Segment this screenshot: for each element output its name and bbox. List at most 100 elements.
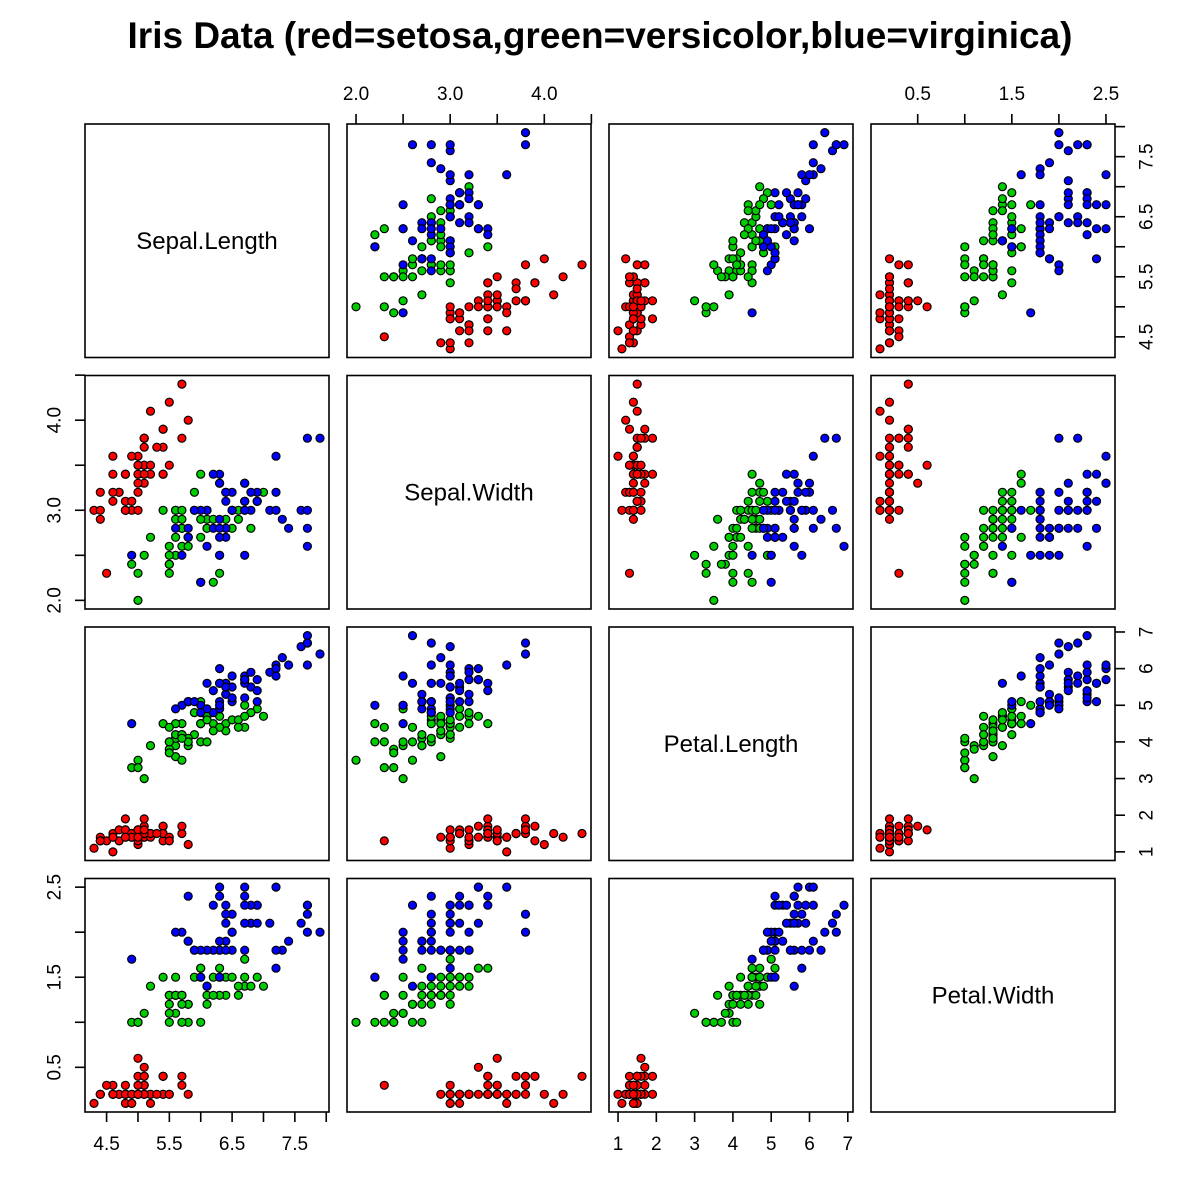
data-point: [1007, 242, 1017, 252]
data-point: [1091, 224, 1102, 234]
data-point: [978, 523, 989, 533]
data-point: [202, 737, 212, 747]
data-point: [221, 918, 231, 928]
data-point: [95, 505, 105, 515]
data-point: [797, 170, 807, 180]
data-point: [233, 514, 243, 524]
top-tick-label: 0.5: [904, 84, 930, 105]
data-point: [1026, 550, 1036, 560]
data-point: [712, 990, 723, 1000]
data-point: [709, 1017, 719, 1027]
data-point: [302, 927, 312, 937]
data-point: [139, 773, 149, 784]
data-point: [227, 671, 237, 681]
data-point: [417, 1017, 427, 1027]
data-point: [1054, 704, 1064, 714]
data-point: [445, 140, 455, 150]
data-point: [502, 326, 512, 336]
data-point: [558, 272, 568, 282]
data-point: [997, 740, 1008, 751]
data-point: [1073, 218, 1083, 228]
data-point: [455, 711, 465, 721]
data-point: [133, 1089, 143, 1099]
data-point: [1054, 433, 1064, 443]
data-point: [1007, 266, 1017, 276]
data-point: [252, 674, 262, 685]
data-point: [511, 284, 521, 294]
data-point: [831, 523, 841, 533]
data-point: [473, 1062, 483, 1072]
data-point: [762, 266, 773, 276]
data-point: [417, 963, 427, 973]
data-point: [398, 737, 408, 747]
data-point: [370, 700, 380, 710]
data-point: [988, 260, 998, 270]
data-point: [1026, 700, 1036, 710]
data-point: [1054, 487, 1064, 497]
data-point: [379, 272, 389, 282]
data-point: [455, 1098, 465, 1109]
data-point: [407, 140, 418, 150]
left-tick-label: 1.5: [45, 964, 66, 990]
data-point: [1063, 478, 1073, 488]
data-point: [464, 927, 474, 937]
data-point: [884, 302, 895, 312]
data-point: [875, 290, 885, 300]
data-point: [735, 532, 746, 542]
data-point: [252, 496, 262, 506]
data-point: [127, 496, 137, 506]
left-tick-label: 2.0: [45, 587, 66, 613]
data-point: [728, 568, 738, 578]
data-point: [894, 433, 904, 443]
data-point: [770, 496, 780, 506]
data-point: [720, 1008, 730, 1018]
data-point: [246, 487, 256, 497]
data-point: [969, 296, 979, 306]
data-point: [520, 1089, 531, 1099]
data-point: [520, 927, 531, 937]
data-point: [464, 900, 474, 910]
data-point: [1016, 671, 1026, 681]
data-point: [801, 900, 811, 910]
data-point: [808, 882, 818, 892]
data-point: [770, 972, 780, 982]
data-point: [426, 918, 436, 928]
data-point: [196, 514, 206, 524]
bottom-tick-label: 7.5: [282, 1134, 308, 1155]
data-point: [789, 891, 799, 901]
data-point: [145, 1098, 156, 1109]
data-point: [640, 260, 650, 270]
data-point: [747, 954, 757, 964]
data-point: [820, 927, 830, 937]
data-point: [758, 945, 769, 955]
data-point: [743, 999, 753, 1009]
data-point: [884, 496, 895, 506]
data-point: [797, 505, 807, 515]
data-point: [789, 909, 799, 919]
data-point: [1044, 158, 1055, 168]
data-point: [1082, 630, 1092, 641]
data-point: [520, 140, 531, 150]
data-point: [177, 505, 187, 515]
data-point: [960, 559, 970, 569]
data-point: [221, 909, 231, 919]
data-point: [632, 284, 642, 294]
data-point: [1007, 188, 1017, 198]
data-point: [827, 505, 838, 515]
data-point: [558, 1089, 568, 1099]
data-point: [1054, 638, 1064, 648]
data-point: [797, 550, 807, 560]
data-point: [884, 397, 895, 407]
data-point: [743, 206, 753, 216]
data-point: [426, 158, 436, 168]
data-point: [202, 981, 212, 991]
data-point: [789, 541, 799, 551]
data-point: [139, 1062, 149, 1072]
data-point: [436, 981, 446, 991]
data-point: [455, 722, 465, 732]
points-panel-0-1: [351, 128, 587, 354]
data-point: [1007, 487, 1017, 497]
data-point: [164, 541, 174, 551]
data-point: [997, 496, 1008, 506]
data-point: [728, 236, 738, 246]
